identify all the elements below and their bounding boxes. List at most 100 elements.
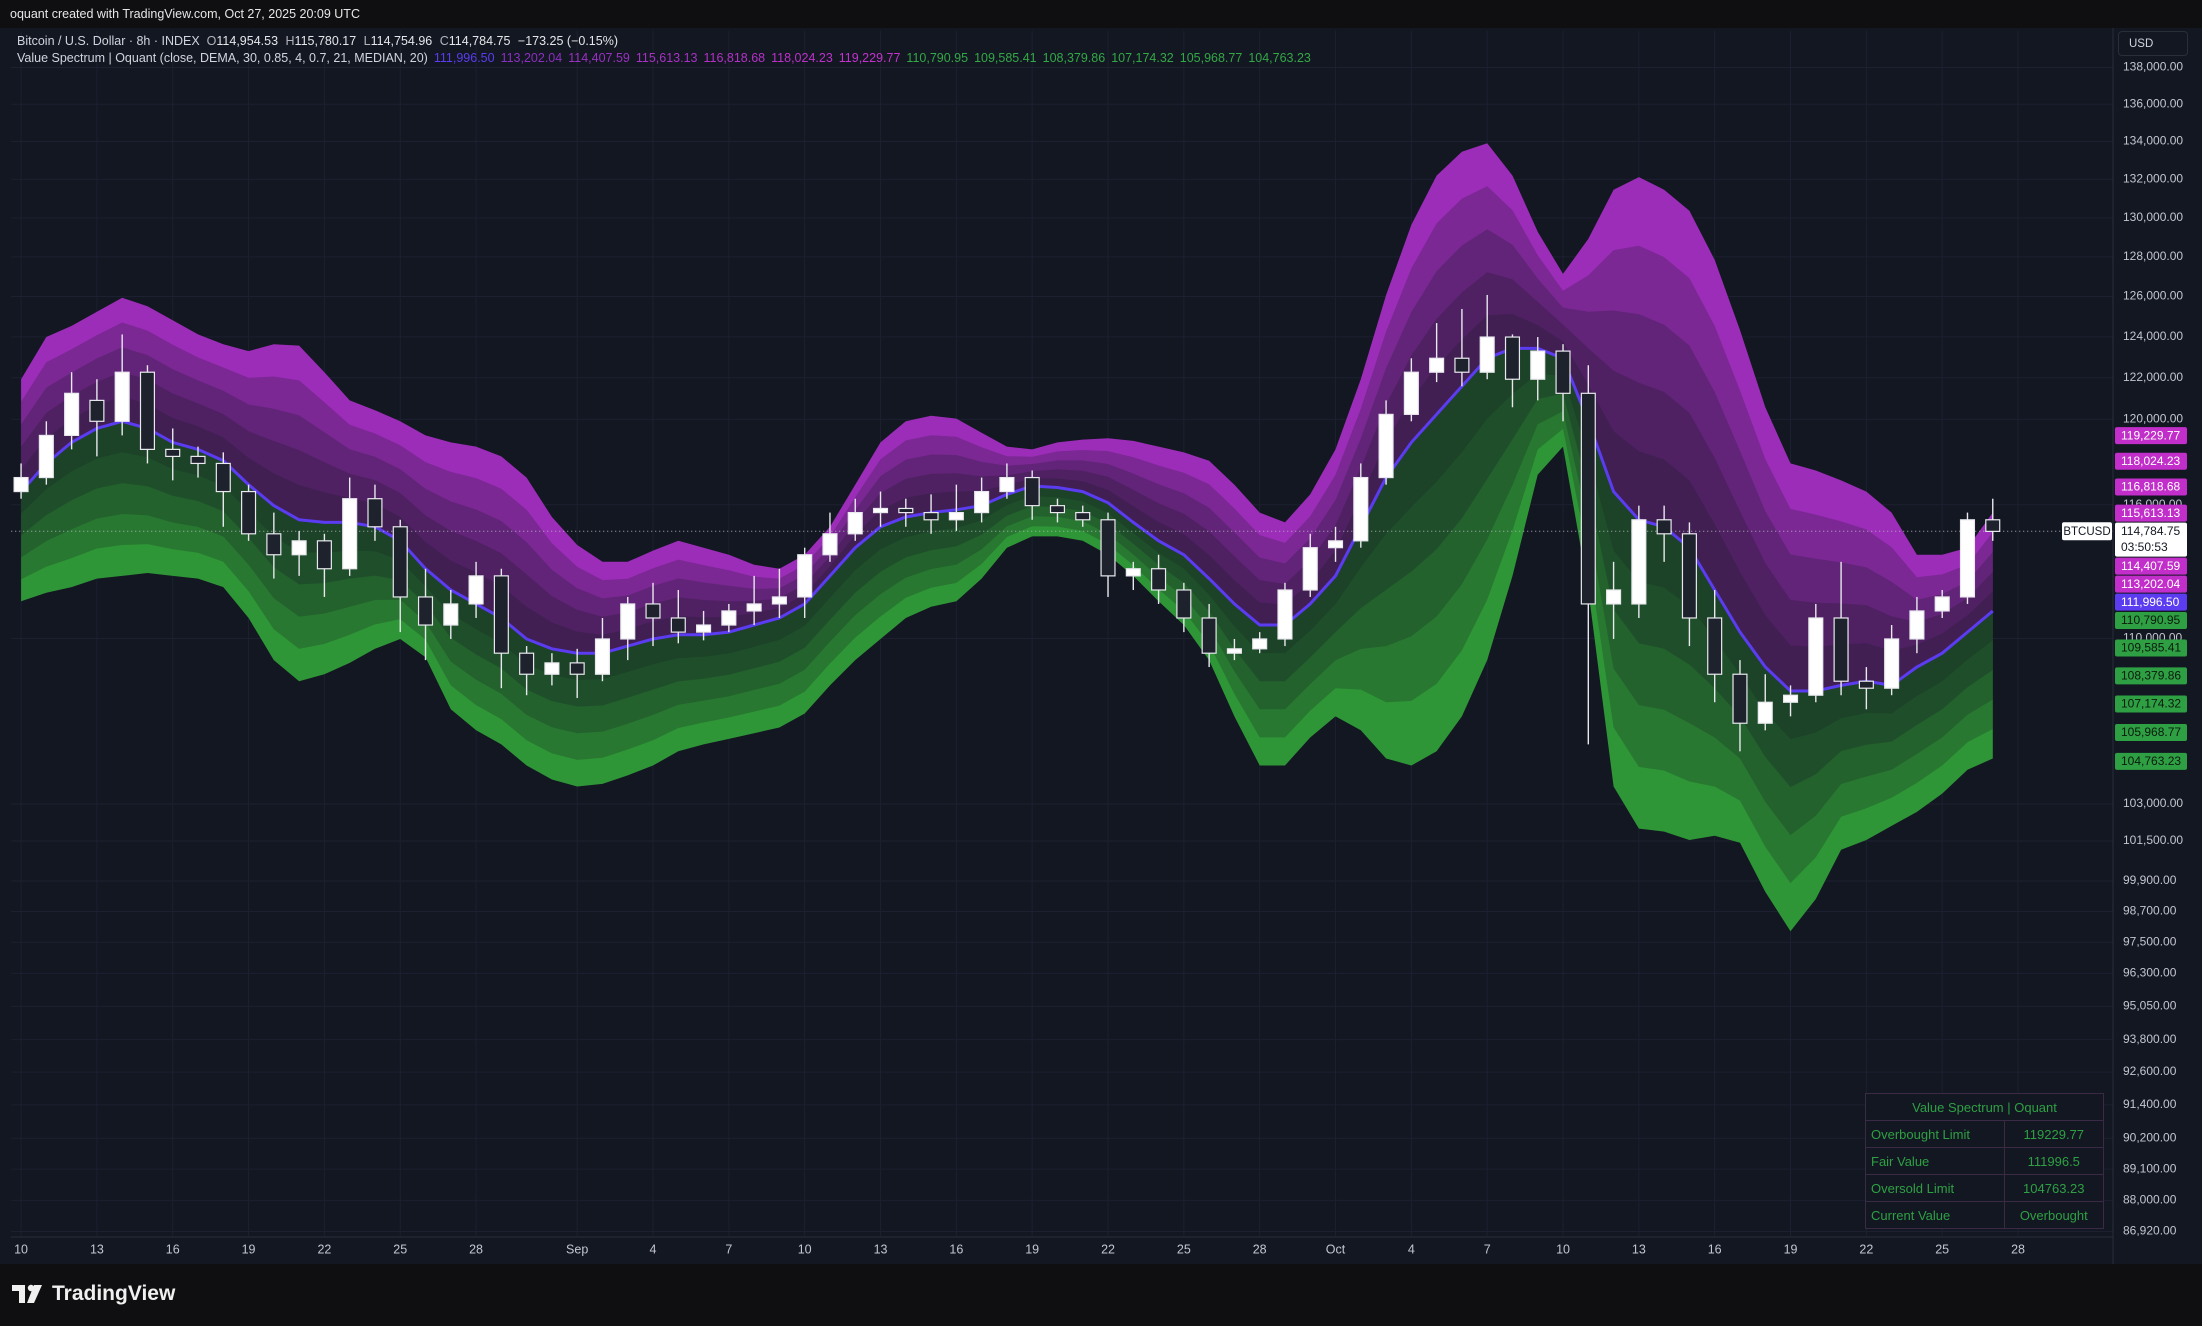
indicator-value: 110,790.95 xyxy=(906,51,969,65)
candle-body xyxy=(1024,476,1040,507)
indicator-value: 114,407.59 xyxy=(568,51,630,65)
indicator-value: 111,996.50 xyxy=(433,51,495,65)
last-price-tag xyxy=(2115,522,2187,557)
y-tick-label: 98,700.00 xyxy=(2123,904,2177,918)
candle-body xyxy=(797,554,813,598)
x-tick-label: 7 xyxy=(1484,1242,1491,1256)
indicator-value: 107,174.32 xyxy=(1111,51,1174,65)
price-tag xyxy=(2115,557,2187,575)
table-label: Overbought Limit xyxy=(1865,1120,2005,1148)
axes: 138,000.00 136,000.00 134,000.00 132,000.00… xyxy=(14,60,2187,1256)
table-label: Oversold Limit xyxy=(1865,1174,2005,1202)
brand: TradingView xyxy=(52,1282,176,1305)
price-tag-label: 115,613.13 xyxy=(2121,506,2180,520)
symbol: Bitcoin / U.S. Dollar · 8h · INDEX xyxy=(17,34,200,48)
lower-band-layer xyxy=(21,348,1993,739)
ohlc-value: 114,954.53 xyxy=(216,34,279,48)
symbol-tag xyxy=(2062,522,2112,541)
candle-body xyxy=(1151,568,1167,591)
x-tick-label: 16 xyxy=(949,1242,963,1256)
candle-body xyxy=(847,511,863,535)
indicator-value: 108,379.86 xyxy=(1042,51,1106,65)
candle-body xyxy=(1757,701,1773,724)
x-tick-label: 16 xyxy=(1708,1242,1722,1256)
x-tick-label: 7 xyxy=(725,1242,732,1256)
price-tag xyxy=(2115,611,2187,629)
candle-body xyxy=(1808,617,1824,696)
price-tag xyxy=(2115,667,2187,685)
candle-body xyxy=(266,533,282,556)
candle-body xyxy=(89,399,105,422)
price-tag xyxy=(2115,478,2187,496)
price-tag xyxy=(2115,427,2187,445)
candle-body xyxy=(165,448,181,457)
price-tag xyxy=(2115,724,2187,742)
price-tag-label: 119,229.77 xyxy=(2121,428,2180,442)
table-value: 111996.5 xyxy=(2003,1147,2105,1175)
candle-body xyxy=(1909,610,1925,640)
x-tick-label: 22 xyxy=(1859,1242,1873,1256)
y-tick-label: 122,000.00 xyxy=(2123,370,2183,384)
candle-body xyxy=(1100,519,1116,577)
x-tick-label: 10 xyxy=(1556,1242,1570,1256)
indicator-name[interactable]: Value Spectrum | Oquant (close, DEMA, 30… xyxy=(17,51,428,65)
ohlc-key: O xyxy=(206,34,217,48)
x-tick-label: 25 xyxy=(1177,1242,1191,1256)
indicator-values: 111,996.50 113,202.04 114,407.59 115,613.13… xyxy=(428,51,1311,65)
x-tick-label: 13 xyxy=(90,1242,104,1256)
ohlc-key: C xyxy=(439,34,449,48)
candle-body xyxy=(1327,540,1344,549)
candle-body xyxy=(367,498,383,528)
candle-body xyxy=(872,507,889,514)
candle-body xyxy=(1606,589,1622,605)
upper-band-layer xyxy=(21,186,1993,691)
brand-logo xyxy=(12,1284,42,1303)
price-tag-label: 116,818.68 xyxy=(2121,480,2180,494)
candle-body xyxy=(974,490,990,514)
candle-body xyxy=(493,575,509,654)
x-tick-label: 25 xyxy=(1935,1242,1949,1256)
candle-body xyxy=(1302,547,1318,591)
indicator-value: 113,202.04 xyxy=(500,51,563,65)
candle-body xyxy=(721,610,737,626)
candle-body xyxy=(38,434,54,479)
candle-body xyxy=(1479,336,1495,373)
price-tag-label: 107,174.32 xyxy=(2121,697,2181,711)
top-bar: oquant created with TradingView.com, Oct… xyxy=(0,0,2202,28)
candle-body xyxy=(1125,568,1141,577)
last-price-label: 114,784.75 xyxy=(2121,524,2180,538)
x-tick-label: 19 xyxy=(1025,1242,1039,1256)
candle-body xyxy=(1631,519,1647,605)
candle-body xyxy=(1580,392,1596,605)
price-tag xyxy=(2115,752,2187,770)
lower-band-layer xyxy=(21,348,1993,788)
candle-body xyxy=(190,455,206,465)
change: −173.25 (−0.15%) xyxy=(517,34,618,48)
y-tick-label: 134,000.00 xyxy=(2123,134,2183,148)
x-tick-label: 28 xyxy=(1253,1242,1267,1256)
currency-button[interactable]: USD xyxy=(2118,31,2188,56)
candle-body xyxy=(696,624,712,633)
y-tick-label: 92,600.00 xyxy=(2123,1064,2177,1078)
price-tag-label: 110,790.95 xyxy=(2121,613,2180,627)
indicator-value: 119,229.77 xyxy=(838,51,901,65)
candle-body xyxy=(1201,617,1217,654)
indicator-value: 104,763.23 xyxy=(1248,51,1311,65)
x-tick-label: Oct xyxy=(1326,1242,1346,1256)
y-tick-label: 88,000.00 xyxy=(2123,1193,2177,1207)
candle-body xyxy=(1353,476,1369,542)
x-tick-label: 10 xyxy=(798,1242,812,1256)
y-tick-label: 91,400.00 xyxy=(2123,1097,2177,1111)
candle-body xyxy=(1656,519,1672,535)
upper-band-layer xyxy=(21,229,1993,691)
y-tick-label: 138,000.00 xyxy=(2123,60,2183,74)
y-tick-label: 89,100.00 xyxy=(2123,1161,2177,1175)
candle-body xyxy=(670,617,686,633)
table-title: Value Spectrum | Oquant xyxy=(1865,1093,2104,1121)
x-tick-label: 22 xyxy=(317,1242,331,1256)
candle-body xyxy=(1049,505,1066,514)
table-label: Current Value xyxy=(1865,1201,2005,1229)
candle-body xyxy=(443,603,459,626)
price-tag-label: 104,763.23 xyxy=(2121,754,2181,768)
x-tick-label: 10 xyxy=(14,1242,28,1256)
